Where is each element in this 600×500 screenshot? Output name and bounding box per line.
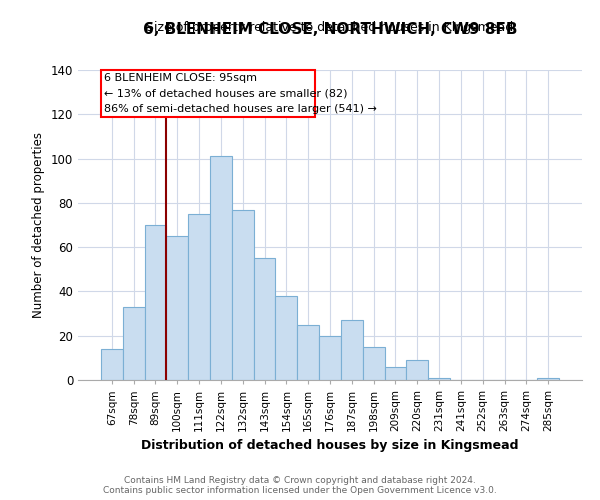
Bar bbox=[385, 366, 406, 380]
Bar bbox=[363, 347, 385, 380]
Title: Size of property relative to detached houses in Kingsmead: Size of property relative to detached ho… bbox=[146, 21, 514, 34]
Bar bbox=[188, 214, 210, 380]
Text: 6, BLENHEIM CLOSE, NORTHWICH, CW9 8FB: 6, BLENHEIM CLOSE, NORTHWICH, CW9 8FB bbox=[143, 22, 517, 38]
Bar bbox=[210, 156, 232, 380]
FancyBboxPatch shape bbox=[101, 70, 315, 116]
Bar bbox=[537, 378, 559, 380]
Bar bbox=[275, 296, 297, 380]
Bar bbox=[406, 360, 428, 380]
Text: 86% of semi-detached houses are larger (541) →: 86% of semi-detached houses are larger (… bbox=[104, 104, 377, 115]
Bar bbox=[232, 210, 254, 380]
Bar bbox=[254, 258, 275, 380]
Bar bbox=[428, 378, 450, 380]
Bar bbox=[101, 349, 123, 380]
Bar bbox=[123, 307, 145, 380]
Bar bbox=[297, 324, 319, 380]
X-axis label: Distribution of detached houses by size in Kingsmead: Distribution of detached houses by size … bbox=[141, 440, 519, 452]
Y-axis label: Number of detached properties: Number of detached properties bbox=[32, 132, 45, 318]
Text: ← 13% of detached houses are smaller (82): ← 13% of detached houses are smaller (82… bbox=[104, 89, 347, 99]
Text: 6 BLENHEIM CLOSE: 95sqm: 6 BLENHEIM CLOSE: 95sqm bbox=[104, 74, 257, 84]
Bar bbox=[166, 236, 188, 380]
Text: Contains HM Land Registry data © Crown copyright and database right 2024.
Contai: Contains HM Land Registry data © Crown c… bbox=[103, 476, 497, 495]
Bar bbox=[319, 336, 341, 380]
Bar bbox=[341, 320, 363, 380]
Bar bbox=[145, 225, 166, 380]
